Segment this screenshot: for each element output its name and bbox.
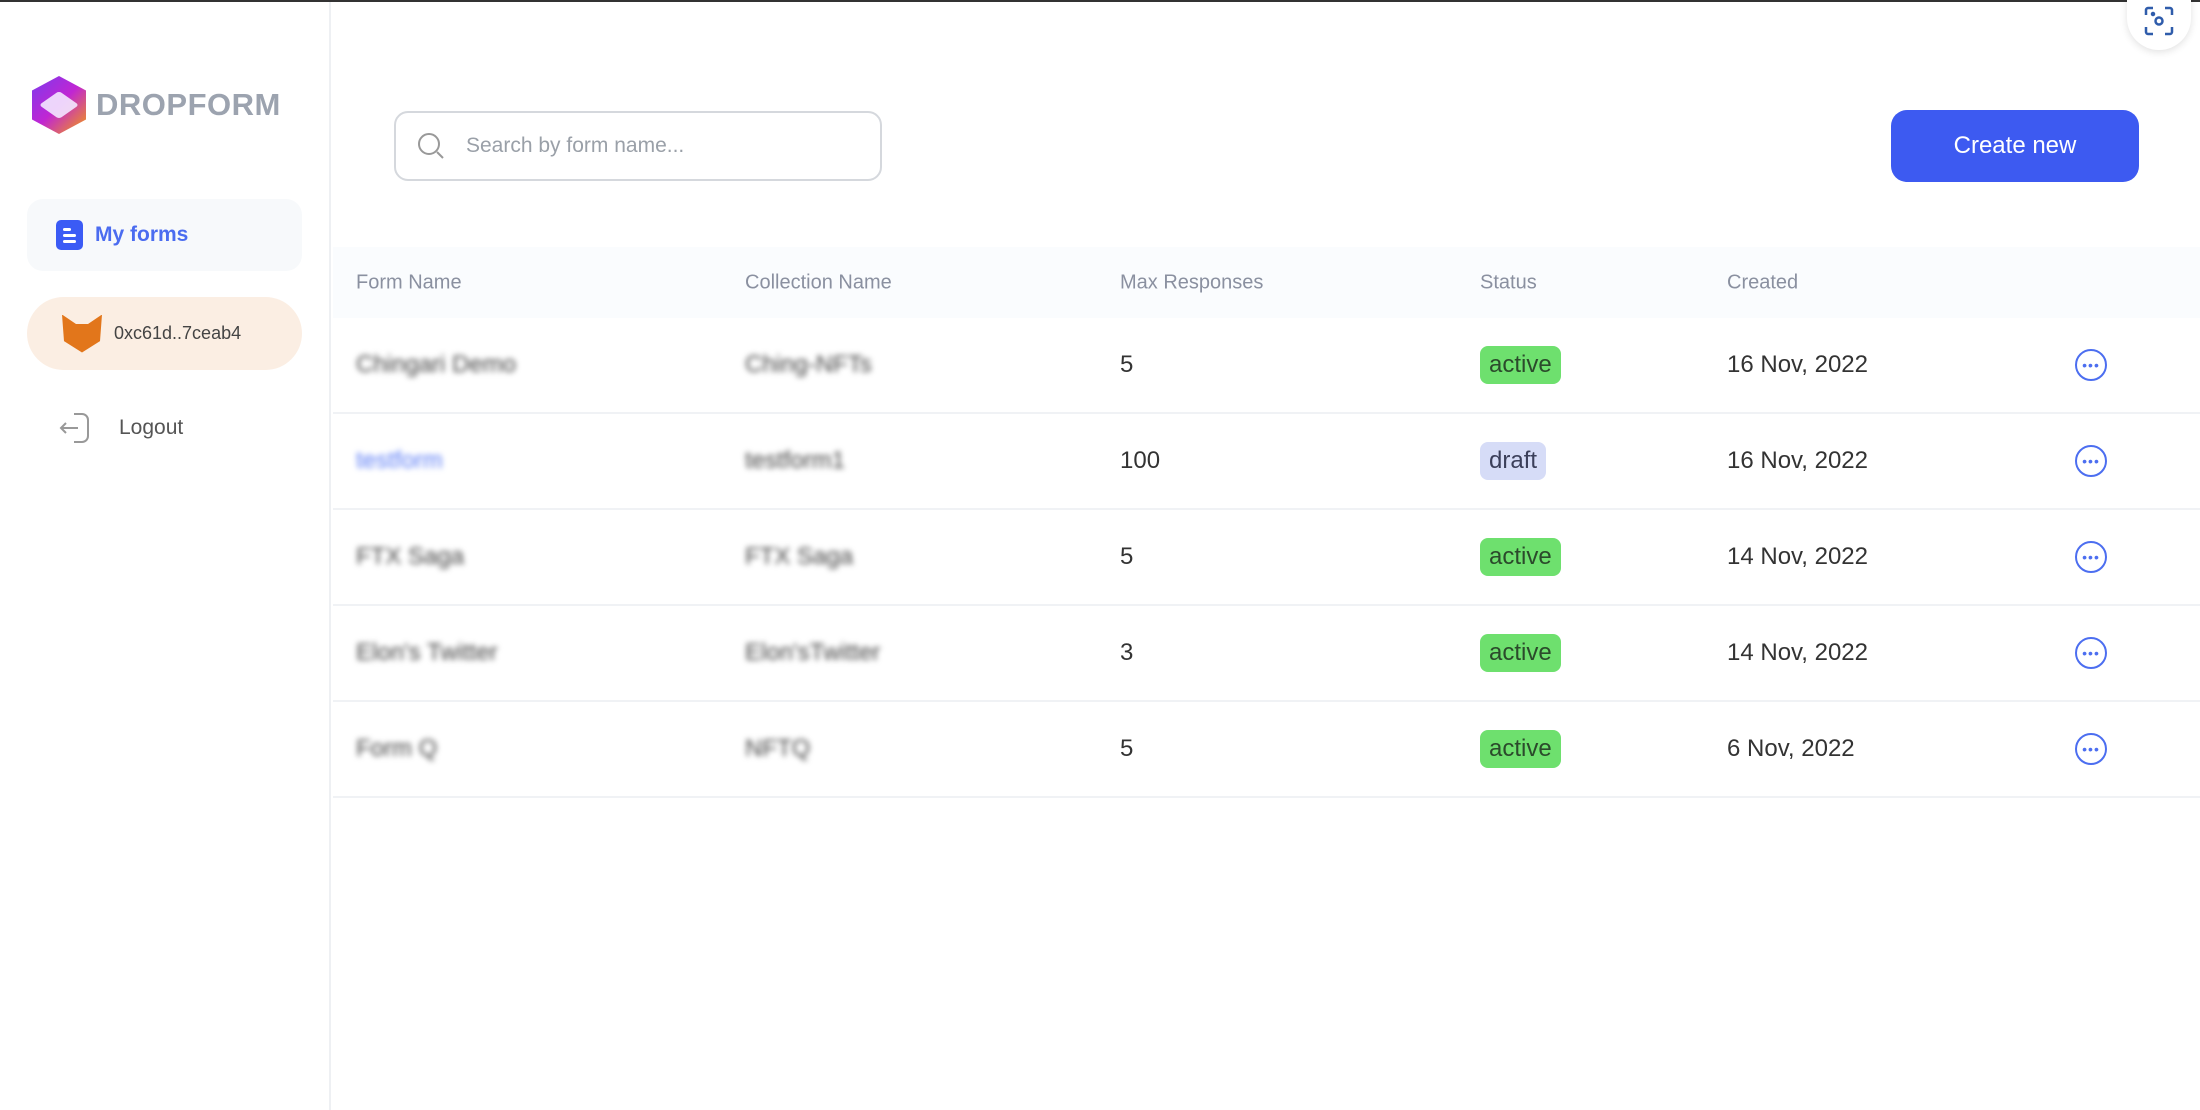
document-icon bbox=[56, 220, 83, 250]
more-options-icon[interactable]: ••• bbox=[2075, 541, 2107, 573]
collection-name: testform1 bbox=[745, 447, 846, 474]
created-date: 14 Nov, 2022 bbox=[1727, 543, 1868, 570]
header-max-responses[interactable]: Max Responses bbox=[1120, 271, 1264, 293]
header-collection-name[interactable]: Collection Name bbox=[745, 271, 892, 293]
form-name[interactable]: testform bbox=[356, 447, 443, 474]
logo-icon bbox=[32, 76, 86, 134]
sidebar-item-label: My forms bbox=[95, 223, 189, 246]
logout-icon bbox=[59, 413, 89, 443]
forms-table: Form Name Collection Name Max Responses … bbox=[333, 247, 2200, 798]
form-name[interactable]: Elon's Twitter bbox=[356, 639, 498, 666]
max-responses: 5 bbox=[1120, 543, 1134, 570]
created-date: 16 Nov, 2022 bbox=[1727, 447, 1868, 474]
table-row[interactable]: Chingari Demo Ching-NFTs 5 active 16 Nov… bbox=[333, 318, 2200, 414]
max-responses: 100 bbox=[1120, 447, 1161, 474]
header-status[interactable]: Status bbox=[1480, 271, 1537, 293]
created-date: 16 Nov, 2022 bbox=[1727, 351, 1868, 378]
search-icon bbox=[418, 133, 444, 159]
status-badge: active bbox=[1480, 346, 1561, 384]
logout-label: Logout bbox=[119, 416, 184, 439]
status-badge: active bbox=[1480, 634, 1561, 672]
wallet-address: 0xc61d..7ceab4 bbox=[114, 323, 242, 343]
status-badge: draft bbox=[1480, 442, 1547, 480]
more-options-icon[interactable]: ••• bbox=[2075, 733, 2107, 765]
wallet-address-button[interactable]: 0xc61d..7ceab4 bbox=[27, 297, 302, 370]
max-responses: 5 bbox=[1120, 351, 1134, 378]
form-name[interactable]: Form Q bbox=[356, 735, 438, 762]
collection-name: Ching-NFTs bbox=[745, 351, 872, 378]
metamask-fox-icon bbox=[62, 314, 102, 353]
header-form-name[interactable]: Form Name bbox=[356, 271, 462, 293]
form-name[interactable]: FTX Saga bbox=[356, 543, 465, 570]
status-badge: active bbox=[1480, 538, 1561, 576]
more-options-icon[interactable]: ••• bbox=[2075, 445, 2107, 477]
created-date: 6 Nov, 2022 bbox=[1727, 735, 1855, 762]
search-box[interactable] bbox=[394, 111, 882, 181]
collection-name: Elon'sTwitter bbox=[745, 639, 881, 666]
more-options-icon[interactable]: ••• bbox=[2075, 637, 2107, 669]
search-input[interactable] bbox=[466, 134, 866, 158]
table-row[interactable]: Form Q NFTQ 5 active 6 Nov, 2022 ••• bbox=[333, 702, 2200, 798]
table-row[interactable]: FTX Saga FTX Saga 5 active 14 Nov, 2022 … bbox=[333, 510, 2200, 606]
status-badge: active bbox=[1480, 730, 1561, 768]
collection-name: FTX Saga bbox=[745, 543, 854, 570]
table-row[interactable]: testform testform1 100 draft 16 Nov, 202… bbox=[333, 414, 2200, 510]
max-responses: 5 bbox=[1120, 735, 1134, 762]
max-responses: 3 bbox=[1120, 639, 1134, 666]
header-created[interactable]: Created bbox=[1727, 271, 1799, 293]
create-new-button[interactable]: Create new bbox=[1891, 110, 2139, 182]
table-header: Form Name Collection Name Max Responses … bbox=[333, 247, 2200, 318]
screenshot-button[interactable] bbox=[2127, 0, 2191, 50]
collection-name: NFTQ bbox=[745, 735, 811, 762]
logo[interactable]: DROPFORM bbox=[32, 76, 281, 134]
sidebar: DROPFORM My forms 0xc61d..7ceab4 Logout bbox=[0, 2, 331, 1110]
form-name[interactable]: Chingari Demo bbox=[356, 351, 517, 378]
brand-name: DROPFORM bbox=[96, 87, 281, 122]
more-options-icon[interactable]: ••• bbox=[2075, 349, 2107, 381]
table-row[interactable]: Elon's Twitter Elon'sTwitter 3 active 14… bbox=[333, 606, 2200, 702]
created-date: 14 Nov, 2022 bbox=[1727, 639, 1868, 666]
sidebar-item-my-forms[interactable]: My forms bbox=[27, 199, 302, 271]
logout-button[interactable]: Logout bbox=[58, 410, 183, 446]
screenshot-icon bbox=[2144, 6, 2174, 36]
